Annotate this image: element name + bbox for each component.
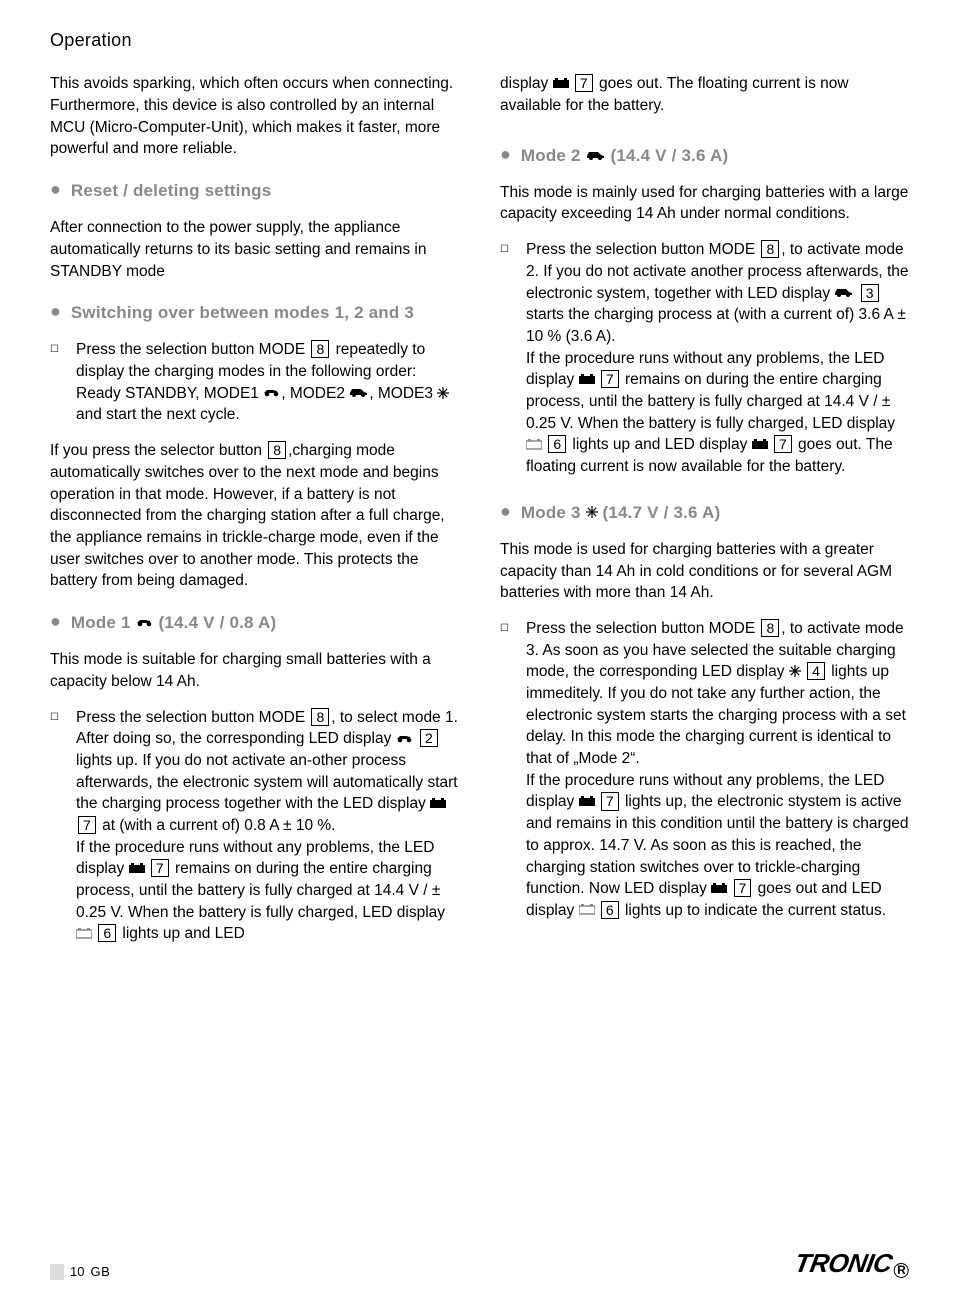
registered-icon: R [894,1263,909,1278]
brand-logo: TRONICR [792,1245,913,1281]
ref-box: 7 [601,370,619,388]
left-column: This avoids sparking, which often occurs… [50,73,460,959]
section-title: Mode 1 (14.4 V / 0.8 A) [71,611,276,635]
list-body: Press the selection button MODE 8, to ac… [526,618,910,922]
list-item: ☐ Press the selection button MODE 8, to … [50,707,460,946]
ref-box: 8 [311,340,329,358]
ref-box: 6 [98,924,116,942]
ref-box: 8 [761,619,779,637]
ref-box: 8 [268,441,286,459]
bullet-icon: ● [500,142,511,167]
battery-empty-icon [579,904,595,915]
car-icon [349,387,369,398]
motorcycle-icon [263,387,281,398]
list-marker-icon: ☐ [500,239,526,478]
car-icon [834,287,854,298]
list-item: ☐ Press the selection button MODE 8 repe… [50,339,460,426]
section-title: Switching over between modes 1, 2 and 3 [71,301,414,325]
list-marker-icon: ☐ [500,618,526,922]
ref-box: 7 [575,74,593,92]
bullet-icon: ● [500,499,511,524]
snowflake-icon [789,665,801,677]
page-footer: 10 GB TRONICR [50,1245,910,1281]
battery-full-icon [711,883,727,894]
section-mode3: ● Mode 3 (14.7 V / 3.6 A) [500,500,910,525]
list-item: ☐ Press the selection button MODE 8, to … [500,618,910,922]
switching-paragraph: If you press the selector button 8,charg… [50,440,460,592]
page-number: 10 [70,1263,84,1281]
mode2-intro: This mode is mainly used for charging ba… [500,182,910,225]
battery-full-icon [430,798,446,809]
page-number-box-icon [50,1264,64,1280]
motorcycle-icon [396,733,414,744]
section-reset: ● Reset / deleting settings [50,178,460,203]
snowflake-icon [586,506,598,518]
mode3-intro: This mode is used for charging batteries… [500,539,910,604]
section-switching: ● Switching over between modes 1, 2 and … [50,300,460,325]
section-mode1: ● Mode 1 (14.4 V / 0.8 A) [50,610,460,635]
section-title: Mode 3 (14.7 V / 3.6 A) [521,501,720,525]
right-column: display 7 goes out. The floating current… [500,73,910,959]
motorcycle-icon [136,617,154,628]
bullet-icon: ● [50,299,61,324]
battery-full-icon [579,796,595,807]
reset-body: After connection to the power supply, th… [50,217,460,282]
mode1-intro: This mode is suitable for charging small… [50,649,460,692]
ref-box: 7 [78,816,96,834]
list-item: ☐ Press the selection button MODE 8, to … [500,239,910,478]
section-title: Reset / deleting settings [71,179,272,203]
intro-paragraph: This avoids sparking, which often occurs… [50,73,460,160]
ref-box: 6 [601,901,619,919]
battery-full-icon [579,374,595,385]
list-body: Press the selection button MODE 8, to se… [76,707,460,946]
ref-box: 6 [548,435,566,453]
continuation: display 7 goes out. The floating current… [500,73,910,116]
ref-box: 7 [601,792,619,810]
battery-full-icon [553,78,569,89]
page-country: GB [90,1263,110,1281]
section-mode2: ● Mode 2 (14.4 V / 3.6 A) [500,143,910,168]
list-marker-icon: ☐ [50,339,76,426]
list-marker-icon: ☐ [50,707,76,946]
bullet-icon: ● [50,609,61,634]
page-title: Operation [50,28,910,53]
battery-full-icon [752,439,768,450]
battery-empty-icon [526,439,542,450]
content-columns: This avoids sparking, which often occurs… [50,73,910,959]
ref-box: 8 [761,240,779,258]
ref-box: 7 [734,879,752,897]
battery-empty-icon [76,928,92,939]
ref-box: 7 [774,435,792,453]
ref-box: 4 [807,662,825,680]
ref-box: 2 [420,729,438,747]
page-number-wrap: 10 GB [50,1263,110,1281]
bullet-icon: ● [50,177,61,202]
snowflake-icon [437,387,449,399]
battery-full-icon [129,863,145,874]
section-title: Mode 2 (14.4 V / 3.6 A) [521,144,728,168]
ref-box: 8 [311,708,329,726]
ref-box: 3 [861,284,879,302]
ref-box: 7 [151,859,169,877]
list-body: Press the selection button MODE 8 repeat… [76,339,460,426]
list-body: Press the selection button MODE 8, to ac… [526,239,910,478]
car-icon [586,150,606,161]
